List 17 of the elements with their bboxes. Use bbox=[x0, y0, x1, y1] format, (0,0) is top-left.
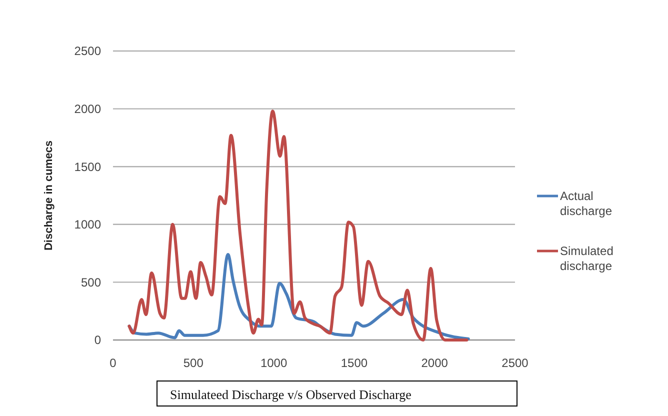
x-tick-label: 500 bbox=[183, 356, 204, 370]
y-tick-label: 500 bbox=[80, 275, 102, 290]
y-tick-label: 1000 bbox=[74, 218, 102, 232]
y-tick-label: 2500 bbox=[74, 44, 102, 58]
y-tick-label: 0 bbox=[94, 333, 102, 348]
x-tick-label: 1000 bbox=[260, 356, 288, 370]
legend-label: Simulated discharge bbox=[560, 244, 614, 273]
x-tick-label: 1500 bbox=[340, 356, 368, 370]
x-tick-label: 2000 bbox=[421, 356, 448, 370]
x-tick-label: 2500 bbox=[502, 356, 529, 370]
text: Simulateed Discharge v/s Observed Discharge bbox=[170, 387, 412, 402]
x-tick-label: 0 bbox=[110, 356, 117, 370]
y-tick-label: 1500 bbox=[74, 160, 102, 174]
y-axis-title: Discharge in cumecs bbox=[43, 140, 55, 251]
line-series bbox=[128, 110, 468, 342]
legend-label: Actual discharge bbox=[560, 189, 612, 218]
y-tick-label: 2000 bbox=[74, 102, 102, 116]
